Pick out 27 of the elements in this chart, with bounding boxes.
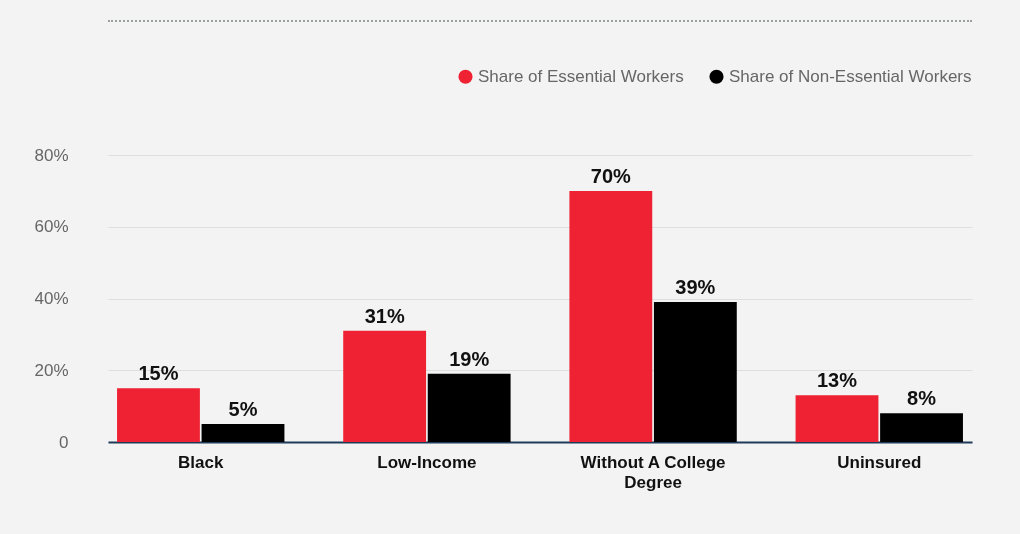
data-label: 70%	[590, 164, 632, 187]
x-tick-label: Low-Income	[377, 452, 477, 472]
legend-label: Share of Non-Essential Workers	[729, 66, 972, 86]
legend-label: Share of Essential Workers	[478, 66, 684, 86]
bar	[795, 395, 879, 442]
x-tick-label: Uninsured	[837, 452, 922, 472]
data-label: 39%	[675, 276, 716, 299]
data-label: 15%	[138, 362, 179, 385]
y-tick-label: 60%	[34, 217, 69, 237]
y-tick-label: 80%	[34, 145, 69, 165]
data-label: 8%	[907, 387, 937, 410]
data-label: 31%	[364, 304, 405, 327]
data-label: 19%	[449, 347, 490, 370]
bar	[569, 190, 653, 442]
y-tick-label: 0	[59, 432, 69, 452]
bar	[343, 330, 427, 442]
data-label: 13%	[816, 369, 858, 392]
x-tick-label: Without A College Degree	[580, 452, 726, 492]
x-tick-label: Black	[178, 452, 224, 472]
bar	[427, 373, 511, 442]
data-label: 5%	[228, 398, 258, 421]
bar	[201, 424, 285, 442]
y-tick-label: 40%	[34, 289, 69, 308]
bar	[653, 302, 737, 442]
bar	[880, 413, 963, 442]
bar	[117, 388, 200, 442]
y-tick-label: 20%	[34, 360, 69, 380]
